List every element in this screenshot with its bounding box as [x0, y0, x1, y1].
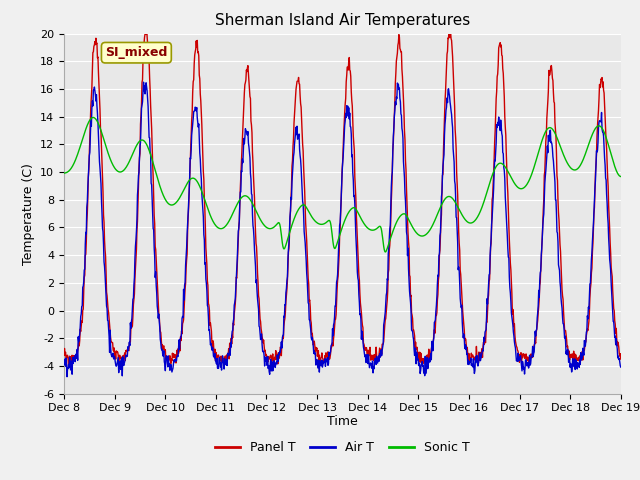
X-axis label: Time: Time: [327, 415, 358, 428]
Y-axis label: Temperature (C): Temperature (C): [22, 163, 35, 264]
Text: SI_mixed: SI_mixed: [105, 46, 168, 59]
Legend: Panel T, Air T, Sonic T: Panel T, Air T, Sonic T: [210, 436, 475, 459]
Title: Sherman Island Air Temperatures: Sherman Island Air Temperatures: [215, 13, 470, 28]
